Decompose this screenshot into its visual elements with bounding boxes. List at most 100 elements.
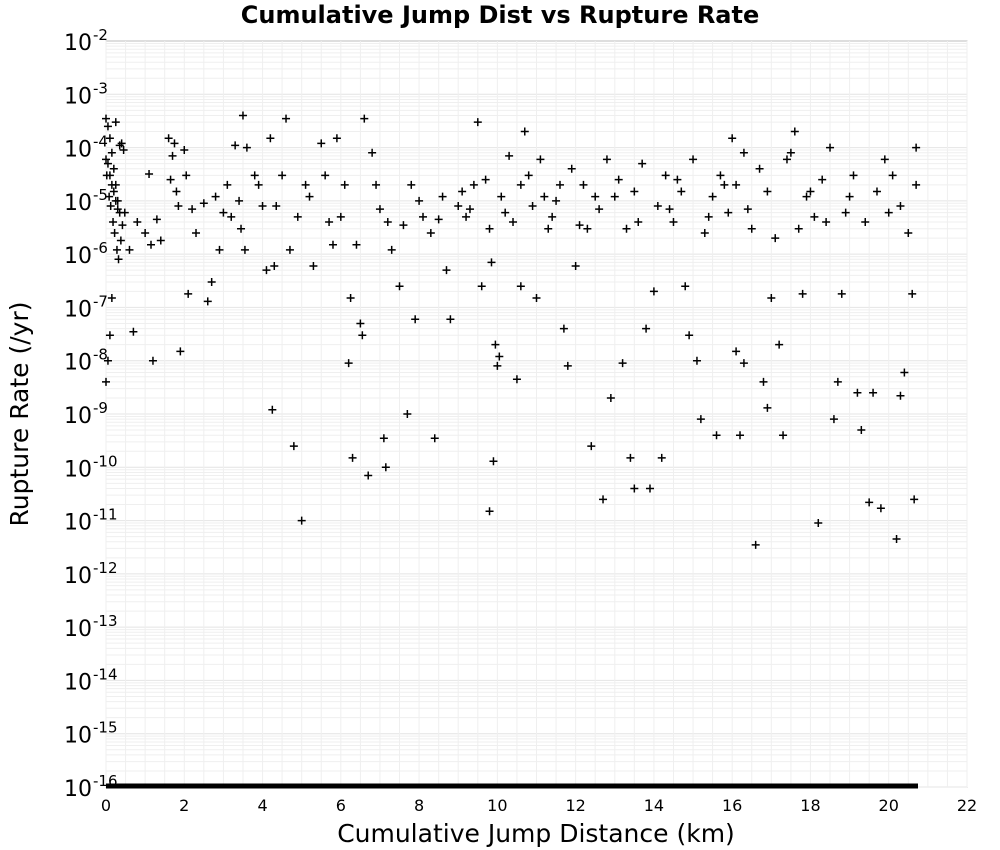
data-point — [630, 484, 639, 493]
y-tick-exponent: -11 — [93, 506, 118, 524]
data-point — [524, 171, 533, 180]
data-point — [638, 159, 647, 168]
data-point — [481, 175, 490, 184]
data-point — [802, 192, 811, 201]
data-point — [732, 180, 741, 189]
data-point — [368, 148, 377, 157]
data-point — [426, 228, 435, 237]
data-point — [477, 282, 486, 291]
data-point — [626, 453, 635, 462]
data-point — [771, 234, 780, 243]
y-axis-label: Rupture Rate (/yr) — [5, 302, 34, 527]
data-point — [516, 282, 525, 291]
data-point — [910, 495, 919, 504]
data-point — [759, 377, 768, 386]
data-point — [258, 202, 267, 211]
data-point — [806, 187, 815, 196]
data-point — [473, 118, 482, 127]
data-point — [110, 228, 119, 237]
data-point — [810, 212, 819, 221]
y-tick-label: 10 — [64, 191, 92, 216]
y-tick-exponent: -4 — [93, 133, 108, 151]
data-point — [591, 192, 600, 201]
data-point — [516, 180, 525, 189]
data-point — [358, 331, 367, 340]
y-tick-exponent: -7 — [93, 292, 108, 310]
y-tick-label: 10 — [64, 670, 92, 695]
data-point — [111, 196, 120, 205]
data-point — [630, 187, 639, 196]
data-point — [614, 175, 623, 184]
data-point — [105, 331, 114, 340]
data-point — [109, 187, 118, 196]
data-point — [595, 205, 604, 214]
data-point — [129, 327, 138, 336]
data-point — [712, 431, 721, 440]
x-tick-label: 16 — [722, 796, 742, 815]
data-point — [532, 294, 541, 303]
data-point — [348, 453, 357, 462]
data-point — [309, 261, 318, 270]
data-point — [465, 205, 474, 214]
data-point — [250, 171, 259, 180]
data-point — [704, 212, 713, 221]
data-point — [599, 495, 608, 504]
data-point — [645, 484, 654, 493]
data-point — [120, 208, 129, 217]
data-point — [491, 340, 500, 349]
data-point — [552, 196, 561, 205]
data-point — [775, 340, 784, 349]
data-point — [822, 218, 831, 227]
data-point — [317, 139, 326, 148]
data-point — [692, 356, 701, 365]
data-point — [485, 224, 494, 233]
data-point — [375, 205, 384, 214]
data-point — [610, 192, 619, 201]
data-point — [336, 212, 345, 221]
y-tick-exponent: -15 — [93, 719, 118, 737]
data-point — [732, 347, 741, 356]
data-point — [231, 141, 240, 150]
data-point — [174, 202, 183, 211]
data-point — [395, 282, 404, 291]
data-point — [485, 507, 494, 516]
data-point — [118, 221, 127, 230]
data-point — [794, 224, 803, 233]
data-point — [115, 141, 124, 150]
data-point — [107, 148, 116, 157]
y-tick-exponent: -5 — [93, 186, 108, 204]
data-point — [833, 377, 842, 386]
data-point — [892, 535, 901, 544]
data-point — [782, 155, 791, 164]
data-point — [109, 218, 118, 227]
data-point — [407, 180, 416, 189]
data-point — [786, 148, 795, 157]
data-point — [188, 205, 197, 214]
data-point — [116, 236, 125, 245]
data-point — [677, 187, 686, 196]
data-point — [861, 218, 870, 227]
y-tick-labels: 10-210-310-410-510-610-710-810-910 -1010-… — [64, 26, 118, 802]
data-point — [622, 224, 631, 233]
data-point — [642, 324, 651, 333]
data-point — [849, 171, 858, 180]
data-point — [798, 289, 807, 298]
data-point — [103, 122, 112, 131]
data-point — [293, 212, 302, 221]
data-point — [454, 202, 463, 211]
y-tick-exponent: -10 — [93, 452, 118, 470]
data-point — [814, 519, 823, 528]
data-point — [148, 356, 157, 365]
data-point — [583, 224, 592, 233]
data-point — [790, 127, 799, 136]
x-tick-label: 8 — [414, 796, 424, 815]
y-tick-exponent: -9 — [93, 399, 108, 417]
data-point — [411, 315, 420, 324]
data-point — [399, 221, 408, 230]
data-point — [653, 202, 662, 211]
y-tick-label: 10 — [64, 564, 92, 589]
data-point — [462, 212, 471, 221]
data-point — [103, 356, 112, 365]
data-point — [700, 228, 709, 237]
